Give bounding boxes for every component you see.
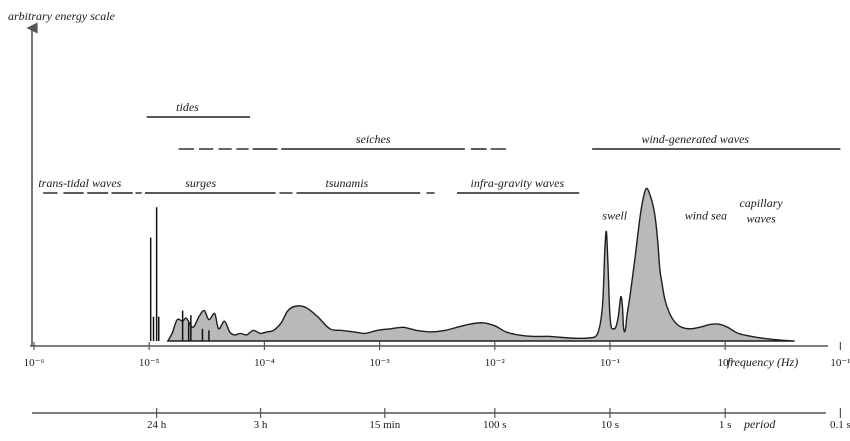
period-tick-label: 24 h [147, 419, 167, 431]
wave-categories: tides seiches wind-generated waves trans-ti… [38, 100, 841, 194]
period-ticks: 24 h 3 h 15 min 100 s 10 s 1 s 0.1 s [147, 408, 850, 431]
waves-label: waves [746, 211, 776, 225]
period-tick-label: 15 min [369, 419, 400, 431]
frequency-tick-label: 10⁻¹ [830, 357, 850, 369]
tsunamis-label: tsunamis [326, 176, 369, 190]
frequency-tick-label: 10⁻³ [370, 357, 391, 369]
swell-label: swell [602, 208, 627, 222]
frequency-tick-label: 10⁻² [485, 357, 506, 369]
seiches-label: seiches [356, 132, 391, 146]
infra-gravity-waves-label: infra-gravity waves [471, 176, 565, 190]
tidal-spikes [149, 207, 210, 341]
spectrum-area [166, 187, 795, 342]
period-tick-label: 0.1 s [830, 419, 850, 431]
frequency-tick-label: 10⁻¹ [600, 357, 620, 369]
wind-generated-waves-label: wind-generated waves [641, 132, 749, 146]
frequency-tick-label: 10⁰ [717, 357, 733, 369]
frequency-axis-label: frequency (Hz) [727, 355, 798, 369]
frequency-ticks: 10⁻⁶ 10⁻⁵ 10⁻⁴ 10⁻³ 10⁻² 10⁻¹ 10⁰ 10⁻¹ [24, 342, 850, 369]
period-tick-label: 3 h [254, 419, 268, 431]
y-axis-label: arbitrary energy scale [8, 9, 116, 23]
tides-label: tides [176, 100, 199, 114]
frequency-tick-label: 10⁻⁵ [139, 357, 160, 369]
period-tick-label: 100 s [483, 419, 507, 431]
trans-tidal-waves-label: trans-tidal waves [38, 176, 121, 190]
frequency-tick-label: 10⁻⁴ [254, 357, 275, 369]
period-axis-label: period [743, 417, 776, 431]
surges-label: surges [185, 176, 216, 190]
wind-sea-label: wind sea [685, 208, 727, 222]
capillary-label: capillary [739, 196, 783, 210]
period-tick-label: 10 s [601, 419, 619, 431]
period-tick-label: 1 s [719, 419, 732, 431]
frequency-tick-label: 10⁻⁶ [24, 357, 45, 369]
